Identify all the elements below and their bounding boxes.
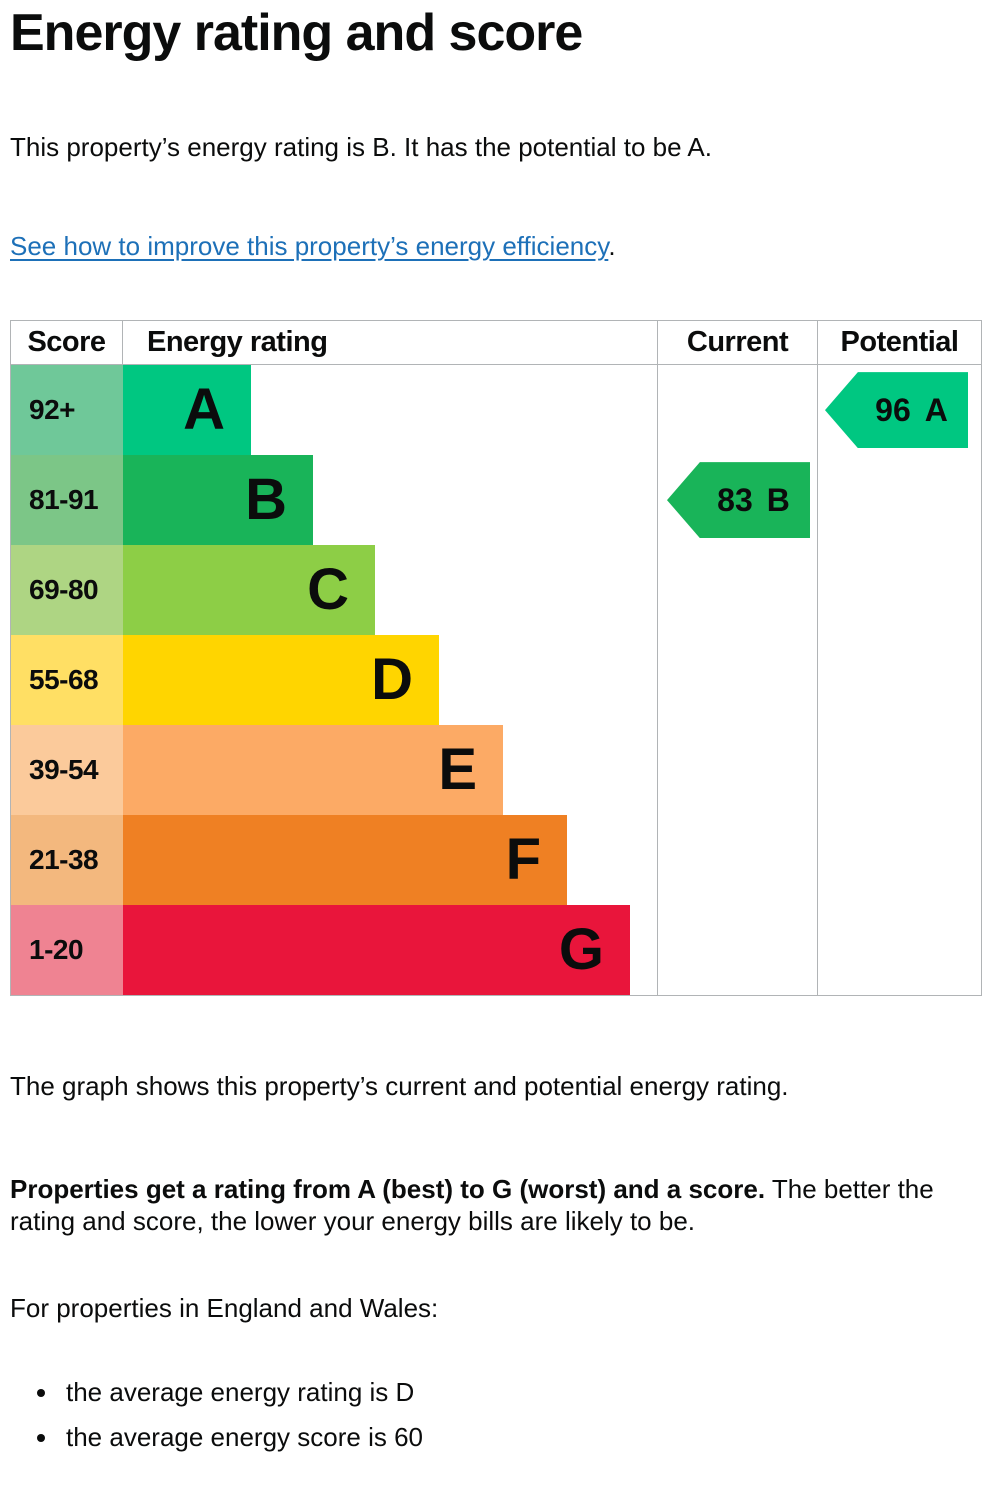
rating-band-letter: E xyxy=(438,737,477,803)
column-header-potential: Potential xyxy=(840,326,959,359)
epc-band-row: 55-68 D xyxy=(11,635,981,726)
epc-band-row: 69-80 C xyxy=(11,545,981,636)
rating-band-letter: G xyxy=(558,917,604,983)
list-item: the average energy rating is D xyxy=(60,1370,985,1415)
rating-explanation-rest: The better the rating and score, the low… xyxy=(10,1173,934,1237)
rating-explanation-bold: Properties get a rating from A (best) to… xyxy=(10,1173,766,1204)
energy-rating-chart: Score Energy rating Current Potential 92… xyxy=(10,320,982,997)
epc-band-row: 21-38 F xyxy=(11,815,981,906)
epc-band-row: 1-20 G xyxy=(11,905,981,996)
rating-band-bar: D xyxy=(123,635,439,726)
rating-band-bar: E xyxy=(123,725,503,816)
score-range-cell: 55-68 xyxy=(11,635,123,726)
column-header-energy-rating: Energy rating xyxy=(123,321,658,365)
improve-link-suffix: . xyxy=(608,231,616,262)
average-stats-list: the average energy rating is D the avera… xyxy=(10,1370,985,1459)
current-rating-arrow: 83 B xyxy=(667,462,810,539)
list-item: the average energy score is 60 xyxy=(60,1415,985,1460)
rating-band-letter: F xyxy=(505,827,541,893)
potential-letter: A xyxy=(924,391,948,428)
current-letter: B xyxy=(766,481,790,518)
current-score: 83 xyxy=(717,481,753,518)
score-range-cell: 39-54 xyxy=(11,725,123,816)
improve-efficiency-link[interactable]: See how to improve this property’s energ… xyxy=(10,231,609,262)
score-range-cell: 21-38 xyxy=(11,815,123,906)
epc-band-row: 39-54 E xyxy=(11,725,981,816)
region-heading: For properties in England and Wales: xyxy=(10,1292,439,1323)
epc-body: 92+ A 81-91 B 69-80 C 55-68 D 39-54 E 21-38 F 1-20 G … xyxy=(11,365,981,996)
rating-band-letter: D xyxy=(371,647,413,713)
epc-header-row: Score Energy rating Current Potential xyxy=(11,321,981,366)
score-range-cell: 1-20 xyxy=(11,905,123,996)
improve-link-paragraph: See how to improve this property’s energ… xyxy=(10,231,985,262)
column-header-score: Score xyxy=(11,321,123,365)
potential-rating-arrow: 96 A xyxy=(825,372,968,449)
rating-explanation: Properties get a rating from A (best) to… xyxy=(10,1173,985,1238)
epc-band-row: 92+ A xyxy=(11,365,981,456)
score-range-cell: 69-80 xyxy=(11,545,123,636)
page-title: Energy rating and score xyxy=(10,4,583,62)
column-header-current: Current xyxy=(658,321,818,365)
rating-band-bar: F xyxy=(123,815,567,906)
chart-caption: The graph shows this property’s current … xyxy=(10,1071,789,1102)
intro-text: This property’s energy rating is B. It h… xyxy=(10,131,712,162)
score-range-cell: 92+ xyxy=(11,365,123,456)
rating-band-bar: C xyxy=(123,545,375,636)
potential-score: 96 xyxy=(875,391,911,428)
rating-band-letter: B xyxy=(245,467,287,533)
potential-column-divider xyxy=(817,365,818,996)
rating-band-bar: A xyxy=(123,365,251,456)
rating-band-letter: A xyxy=(183,377,225,443)
current-column-divider xyxy=(657,365,658,996)
epc-band-row: 81-91 B xyxy=(11,455,981,546)
rating-band-letter: C xyxy=(307,557,349,623)
rating-band-bar: G xyxy=(123,905,630,996)
rating-band-bar: B xyxy=(123,455,313,546)
score-range-cell: 81-91 xyxy=(11,455,123,546)
